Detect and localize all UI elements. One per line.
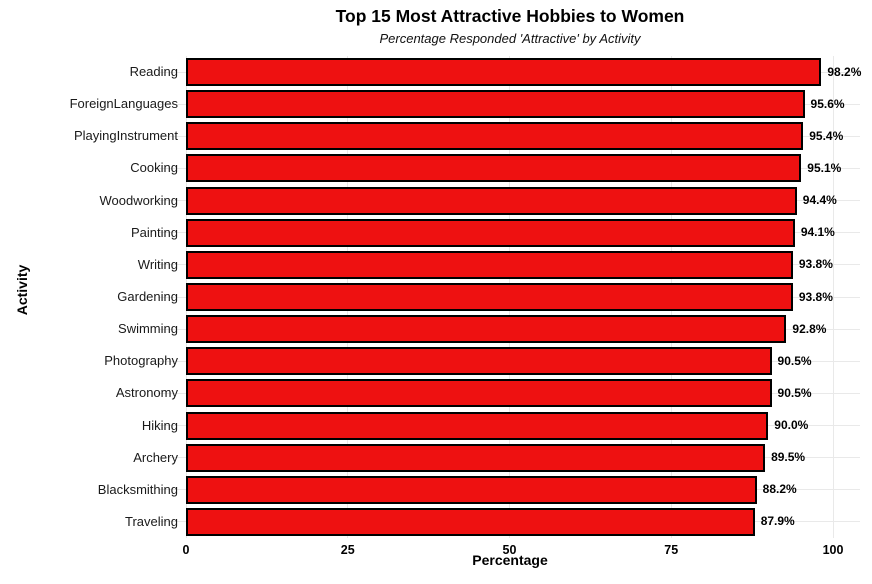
category-label: Hiking xyxy=(141,417,178,433)
value-label: 90.5% xyxy=(777,385,812,400)
gridline-x xyxy=(832,56,834,538)
plot-area: Reading 98.2% ForeignLanguages 95.6% Playing… xyxy=(70,56,862,557)
bar xyxy=(186,475,757,504)
x-axis-label: Percentage xyxy=(472,552,548,568)
category-label: Painting xyxy=(131,224,178,240)
value-label: 89.5% xyxy=(771,450,806,465)
value-label: 90.0% xyxy=(774,418,809,433)
value-label: 87.9% xyxy=(760,514,795,529)
bar xyxy=(186,379,772,408)
category-label: Photography xyxy=(104,353,178,369)
value-label: 93.8% xyxy=(798,257,833,272)
category-label: Woodworking xyxy=(99,192,178,208)
category-label: Cooking xyxy=(130,160,178,176)
bar xyxy=(186,186,797,215)
bar xyxy=(186,507,755,536)
chart-title: Top 15 Most Attractive Hobbies to Women xyxy=(335,6,685,26)
value-label: 95.6% xyxy=(810,96,845,111)
category-label: Writing xyxy=(137,256,178,272)
category-label: Archery xyxy=(133,449,178,465)
bar xyxy=(186,347,772,376)
x-tick-label: 100 xyxy=(822,543,844,557)
category-label: Swimming xyxy=(118,321,178,337)
value-label: 92.8% xyxy=(792,321,827,336)
value-label: 95.1% xyxy=(807,160,842,175)
bar xyxy=(186,122,804,151)
value-label: 94.4% xyxy=(802,193,837,208)
chart-subtitle: Percentage Responded 'Attractive' by Act… xyxy=(379,31,641,46)
bar xyxy=(186,411,769,440)
bar xyxy=(186,443,766,472)
value-label: 95.4% xyxy=(809,128,844,143)
value-label: 90.5% xyxy=(777,353,812,368)
x-tick-label: 0 xyxy=(182,543,190,557)
bar xyxy=(186,218,795,247)
category-label: ForeignLanguages xyxy=(69,96,178,112)
value-label: 98.2% xyxy=(827,64,862,79)
category-label: Gardening xyxy=(117,289,178,304)
bar xyxy=(186,58,822,87)
bar xyxy=(186,283,793,311)
x-tick-label: 25 xyxy=(340,543,355,557)
bar xyxy=(186,90,805,119)
x-tick-label: 75 xyxy=(664,543,679,557)
category-label: PlayingInstrument xyxy=(73,128,178,144)
category-label: Traveling xyxy=(125,513,178,529)
bar xyxy=(186,154,802,183)
x-tick-label: 50 xyxy=(502,543,517,557)
bar xyxy=(186,315,787,344)
category-label: Reading xyxy=(129,64,178,80)
value-label: 93.8% xyxy=(798,289,833,304)
category-label: Astronomy xyxy=(115,385,178,401)
bar xyxy=(186,250,793,279)
value-label: 94.1% xyxy=(800,225,835,240)
value-label: 88.2% xyxy=(762,482,797,497)
category-label: Blacksmithing xyxy=(97,481,178,497)
